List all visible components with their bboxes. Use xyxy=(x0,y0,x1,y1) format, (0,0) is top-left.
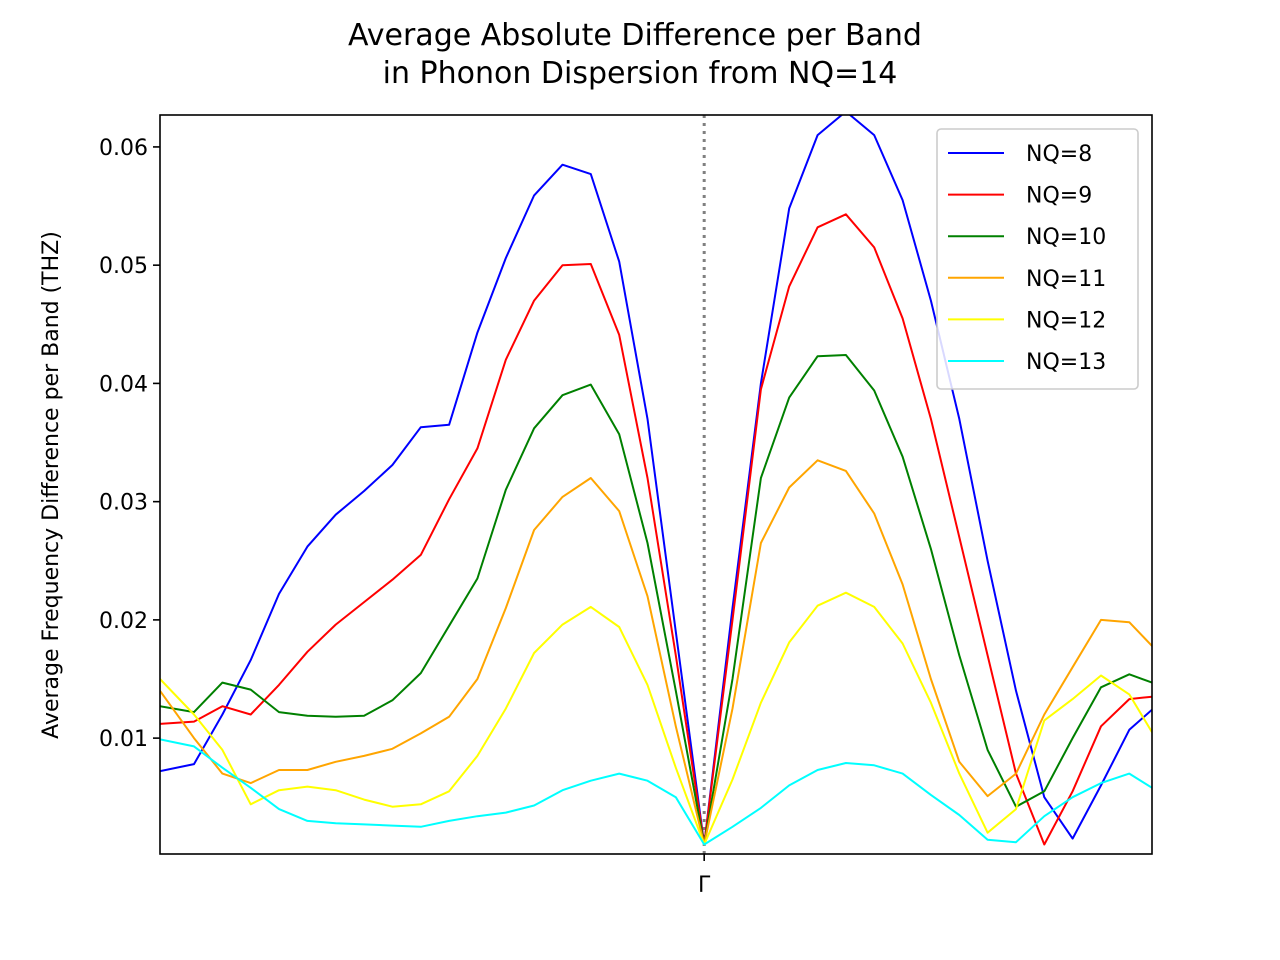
y-axis-label: Average Frequency Difference per Band (T… xyxy=(39,231,64,739)
series-line-6 xyxy=(160,738,1152,846)
y-tick-label: 0.04 xyxy=(99,372,148,397)
series-line-3 xyxy=(160,354,1152,846)
legend: NQ=8 NQ=9 NQ=10 NQ=11 NQ=12 NQ=13 xyxy=(936,128,1139,390)
legend-label: NQ=8 xyxy=(1026,142,1092,167)
y-tick-label: 0.06 xyxy=(99,136,148,161)
y-tick-label: 0.01 xyxy=(99,727,148,752)
axis-ticks: 0.01 0.02 0.03 0.04 0.05 0.06 Γ xyxy=(99,136,711,898)
y-tick-label: 0.05 xyxy=(99,254,148,279)
legend-label: NQ=11 xyxy=(1026,267,1106,292)
legend-label: NQ=9 xyxy=(1026,184,1092,209)
chart-subtitle: in Phonon Dispersion from NQ=14 xyxy=(383,56,898,91)
legend-label: NQ=10 xyxy=(1026,225,1106,250)
series-line-5 xyxy=(160,591,1152,846)
series-line-4 xyxy=(160,459,1152,846)
legend-label: NQ=12 xyxy=(1026,308,1106,333)
series-line-2 xyxy=(160,213,1152,846)
series-line-1 xyxy=(160,115,1152,846)
chart-title: Average Absolute Difference per Band xyxy=(348,18,922,53)
plot-frame xyxy=(159,114,1153,855)
x-tick-label: Γ xyxy=(698,873,711,898)
y-tick-label: 0.03 xyxy=(99,491,148,516)
y-tick-label: 0.02 xyxy=(99,609,148,634)
legend-label: NQ=13 xyxy=(1026,350,1106,375)
plot-area xyxy=(160,115,1152,854)
